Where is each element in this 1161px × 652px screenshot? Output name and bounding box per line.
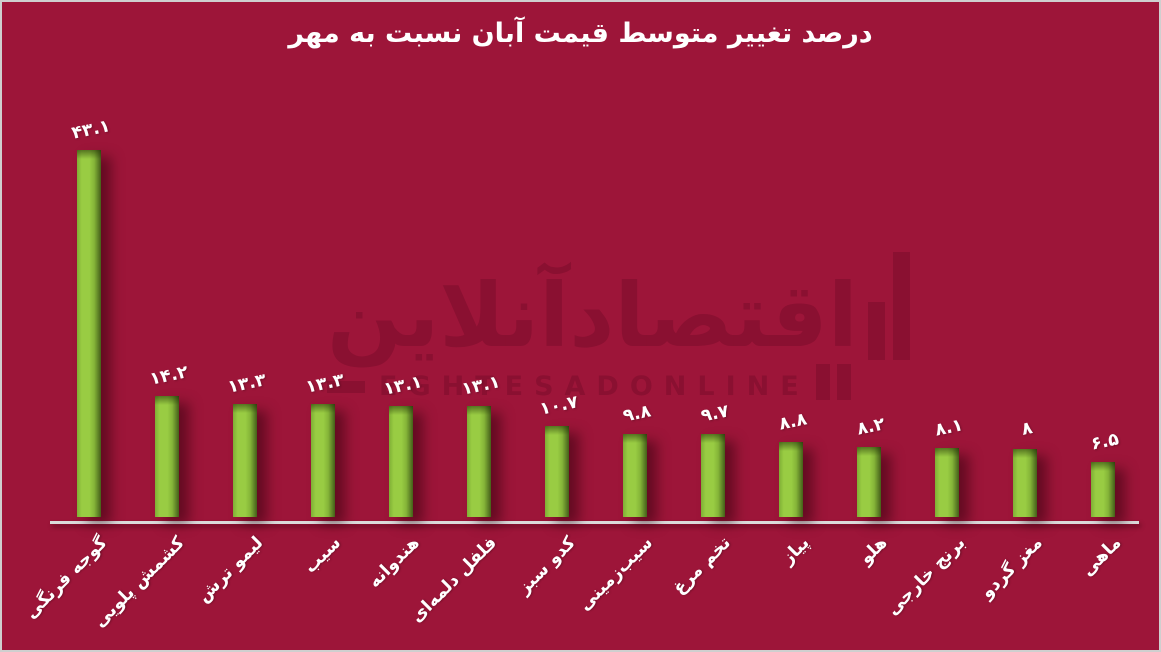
- category-label: پیاز: [777, 533, 814, 569]
- category-label: برنج خارجی: [882, 533, 970, 620]
- bar-value-label: ۴۳.۱: [69, 116, 113, 144]
- bar-value-label: ۹.۷: [699, 401, 731, 427]
- bar-value-label: ۱۴.۲: [147, 362, 191, 390]
- bar: [467, 406, 491, 517]
- bar-value-label: ۸: [1019, 418, 1035, 440]
- category-label: هندوانه: [364, 533, 424, 593]
- bar: [1013, 449, 1037, 517]
- bar-value-label: ۱۰.۷: [537, 392, 581, 420]
- watermark-logo-bars-icon: [867, 252, 910, 360]
- watermark-persian-text: اقتصادآنلاین: [327, 264, 858, 367]
- bar: [77, 150, 101, 517]
- bar-value-label: ۱۳.۳: [225, 370, 269, 398]
- bar-value-label: ۸.۱: [933, 415, 965, 441]
- bar: [701, 434, 725, 517]
- category-label: مغز گردو: [977, 533, 1048, 603]
- bar: [623, 434, 647, 517]
- category-label: ماهی: [1077, 533, 1126, 581]
- category-label: تخم مرغ: [669, 533, 736, 599]
- bar: [545, 426, 569, 517]
- x-axis-line: [50, 521, 1139, 524]
- bar: [779, 442, 803, 517]
- watermark-latin-text: EGHTESADONLINE: [379, 371, 810, 402]
- bar: [935, 448, 959, 517]
- bar-value-label: ۶.۵: [1089, 429, 1121, 455]
- bar: [311, 404, 335, 517]
- bar: [1091, 462, 1115, 517]
- bar-value-label: ۸.۲: [855, 414, 887, 440]
- category-label: سیب: [300, 533, 346, 578]
- bar: [389, 406, 413, 517]
- bar: [233, 404, 257, 517]
- bar-value-label: ۱۳.۱: [381, 372, 425, 400]
- bar-value-label: ۹.۸: [621, 401, 653, 427]
- bar: [155, 396, 179, 517]
- bar: [857, 447, 881, 517]
- chart-title: درصد تغییر متوسط قیمت آبان نسبت به مهر: [288, 18, 873, 49]
- category-label: هلو: [855, 533, 892, 569]
- category-label: لیمو ترش: [193, 533, 268, 607]
- watermark-logo-small-bars-icon: [815, 364, 851, 400]
- bar-value-label: ۸.۸: [777, 409, 809, 435]
- bar-value-label: ۱۳.۳: [303, 370, 347, 398]
- category-label: سیب‌زمینی: [575, 533, 658, 615]
- bar-value-label: ۱۳.۱: [459, 372, 503, 400]
- category-label: کدو سبز: [513, 533, 580, 599]
